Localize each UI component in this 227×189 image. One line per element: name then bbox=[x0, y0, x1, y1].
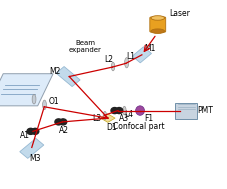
Ellipse shape bbox=[151, 16, 165, 20]
Text: F1: F1 bbox=[144, 114, 153, 123]
Text: Beam
expander: Beam expander bbox=[69, 40, 101, 53]
Ellipse shape bbox=[136, 106, 145, 115]
Ellipse shape bbox=[111, 62, 115, 71]
Text: D1: D1 bbox=[106, 123, 116, 132]
FancyBboxPatch shape bbox=[150, 17, 166, 32]
Polygon shape bbox=[0, 74, 53, 106]
Circle shape bbox=[55, 119, 62, 125]
Polygon shape bbox=[56, 67, 80, 87]
Circle shape bbox=[111, 108, 118, 114]
Ellipse shape bbox=[151, 29, 165, 33]
Text: A2: A2 bbox=[59, 126, 69, 135]
Polygon shape bbox=[132, 47, 151, 63]
Circle shape bbox=[32, 128, 39, 134]
Ellipse shape bbox=[125, 58, 129, 68]
Text: Confocal part: Confocal part bbox=[113, 122, 164, 131]
Text: Laser: Laser bbox=[169, 9, 190, 18]
Circle shape bbox=[59, 119, 67, 125]
Text: O1: O1 bbox=[49, 97, 59, 106]
Ellipse shape bbox=[32, 94, 36, 104]
Text: L4: L4 bbox=[124, 110, 133, 119]
Ellipse shape bbox=[43, 100, 46, 110]
Text: PMT: PMT bbox=[197, 106, 213, 115]
Text: A1: A1 bbox=[20, 131, 30, 140]
Circle shape bbox=[27, 128, 34, 134]
Text: L1: L1 bbox=[127, 52, 136, 61]
Text: M1: M1 bbox=[145, 44, 156, 53]
Text: A3: A3 bbox=[119, 114, 129, 123]
Text: M2: M2 bbox=[49, 67, 60, 76]
Circle shape bbox=[116, 108, 123, 114]
Ellipse shape bbox=[103, 111, 107, 120]
Polygon shape bbox=[101, 114, 115, 122]
Ellipse shape bbox=[123, 106, 126, 115]
FancyBboxPatch shape bbox=[175, 102, 197, 119]
Text: L2: L2 bbox=[104, 55, 113, 64]
Polygon shape bbox=[20, 138, 44, 158]
Text: M3: M3 bbox=[30, 154, 41, 163]
Text: L3: L3 bbox=[93, 114, 102, 123]
